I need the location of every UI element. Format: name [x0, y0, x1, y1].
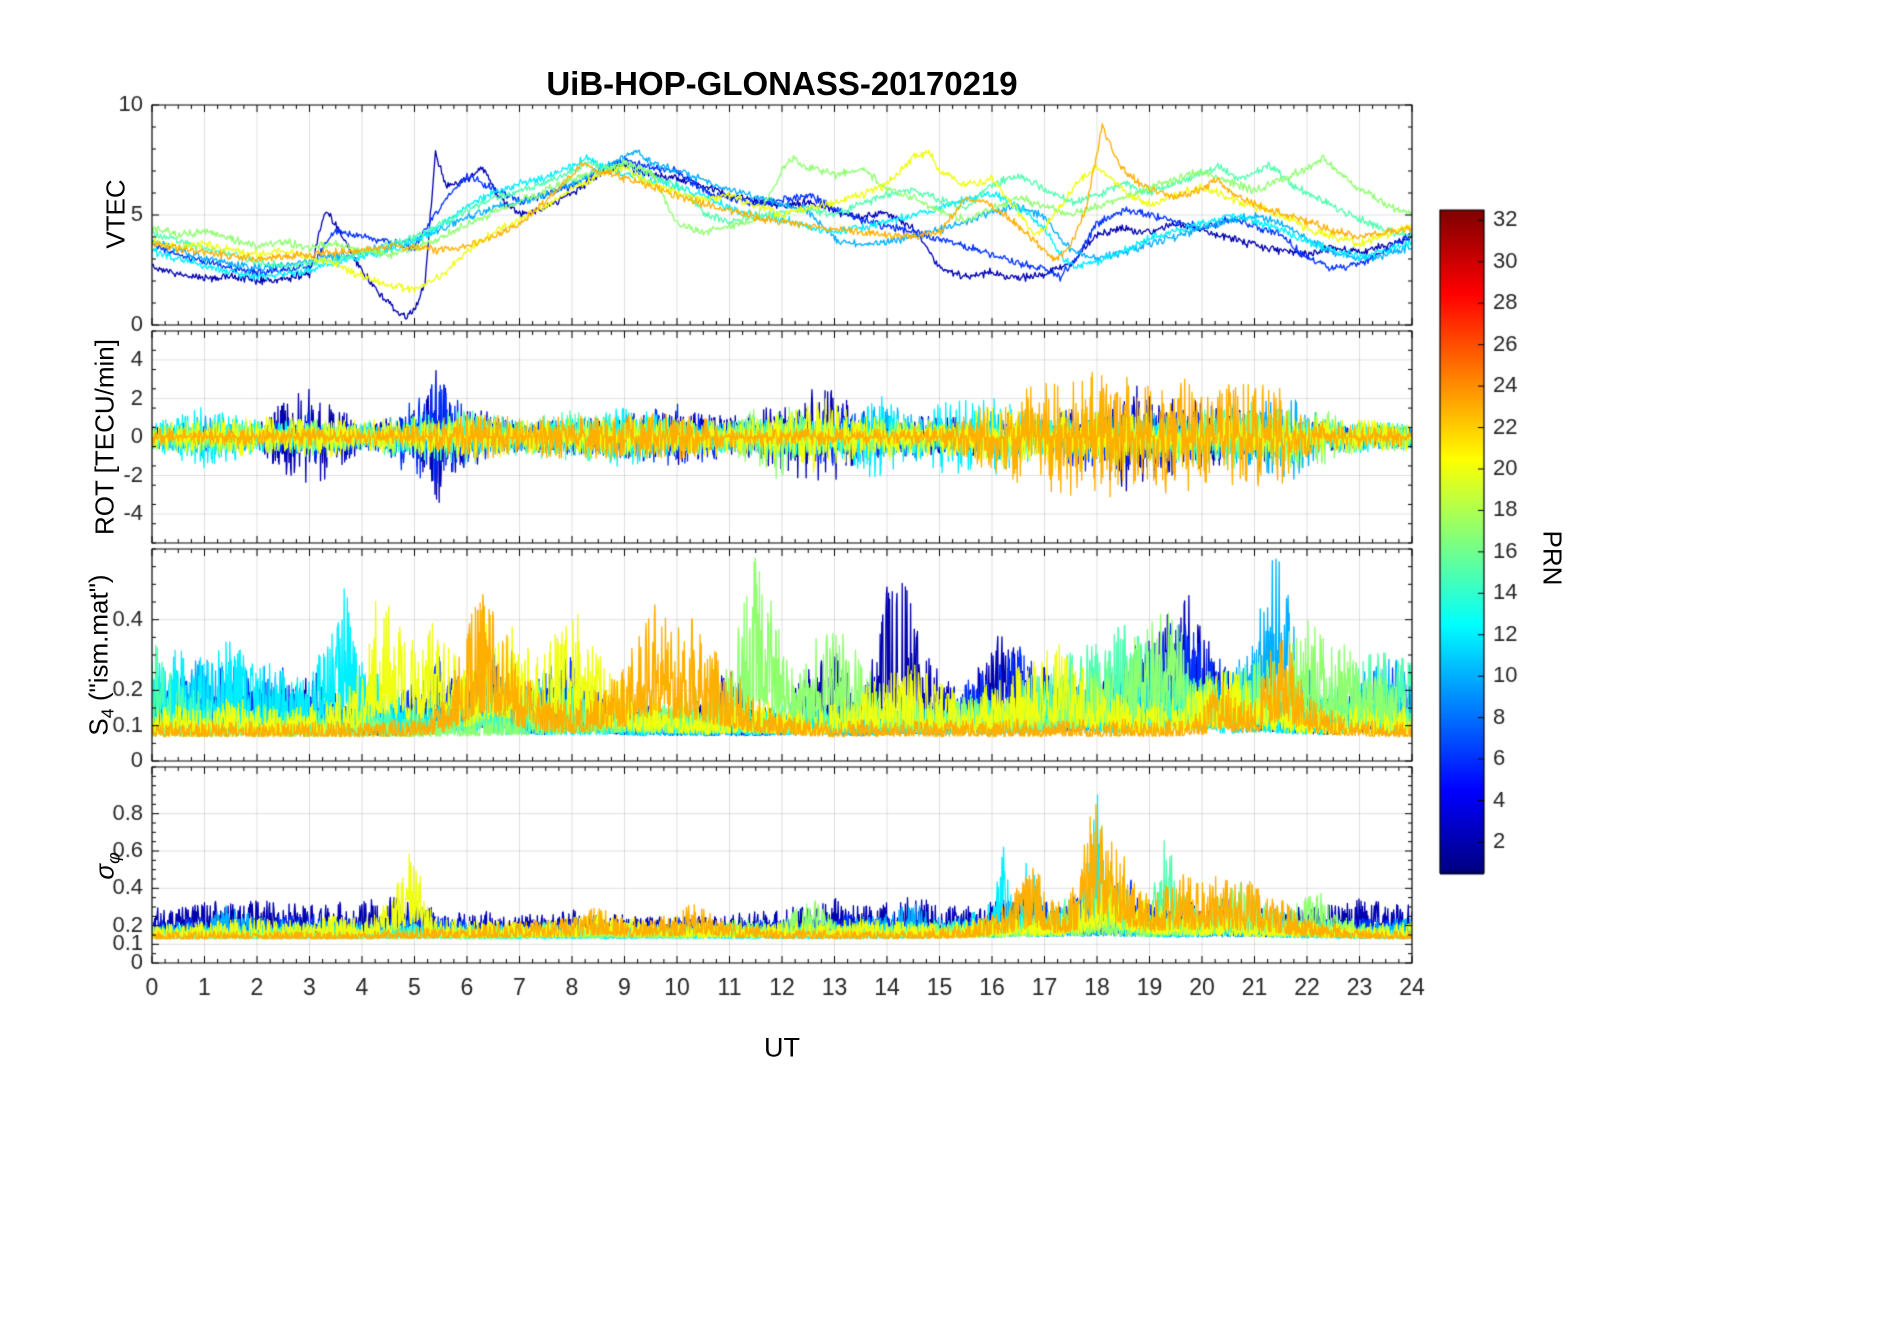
ylabel-s4-suffix: ("ism.mat"): [83, 574, 114, 709]
xlabel: UT: [764, 1032, 800, 1063]
ylabel-s4-main: S: [83, 718, 114, 736]
chart-title: UiB-HOP-GLONASS-20170219: [546, 65, 1018, 102]
ylabel-rot: ROT [TECU/min]: [90, 339, 121, 535]
ylabel-vtec-text: VTEC: [100, 179, 131, 249]
ylabel-s4-sub: 4: [97, 708, 118, 719]
ylabel-sigma: σφ: [89, 852, 124, 879]
ylabel-rot-text: ROT [TECU/min]: [89, 339, 120, 535]
ylabel-vtec: VTEC: [101, 179, 132, 248]
ylabel-sigma-main: σ: [89, 863, 120, 880]
colorbar-label: PRN: [1537, 530, 1568, 586]
ylabel-s4: S4 ("ism.mat"): [83, 574, 118, 735]
ylabel-sigma-sub: φ: [103, 852, 124, 864]
